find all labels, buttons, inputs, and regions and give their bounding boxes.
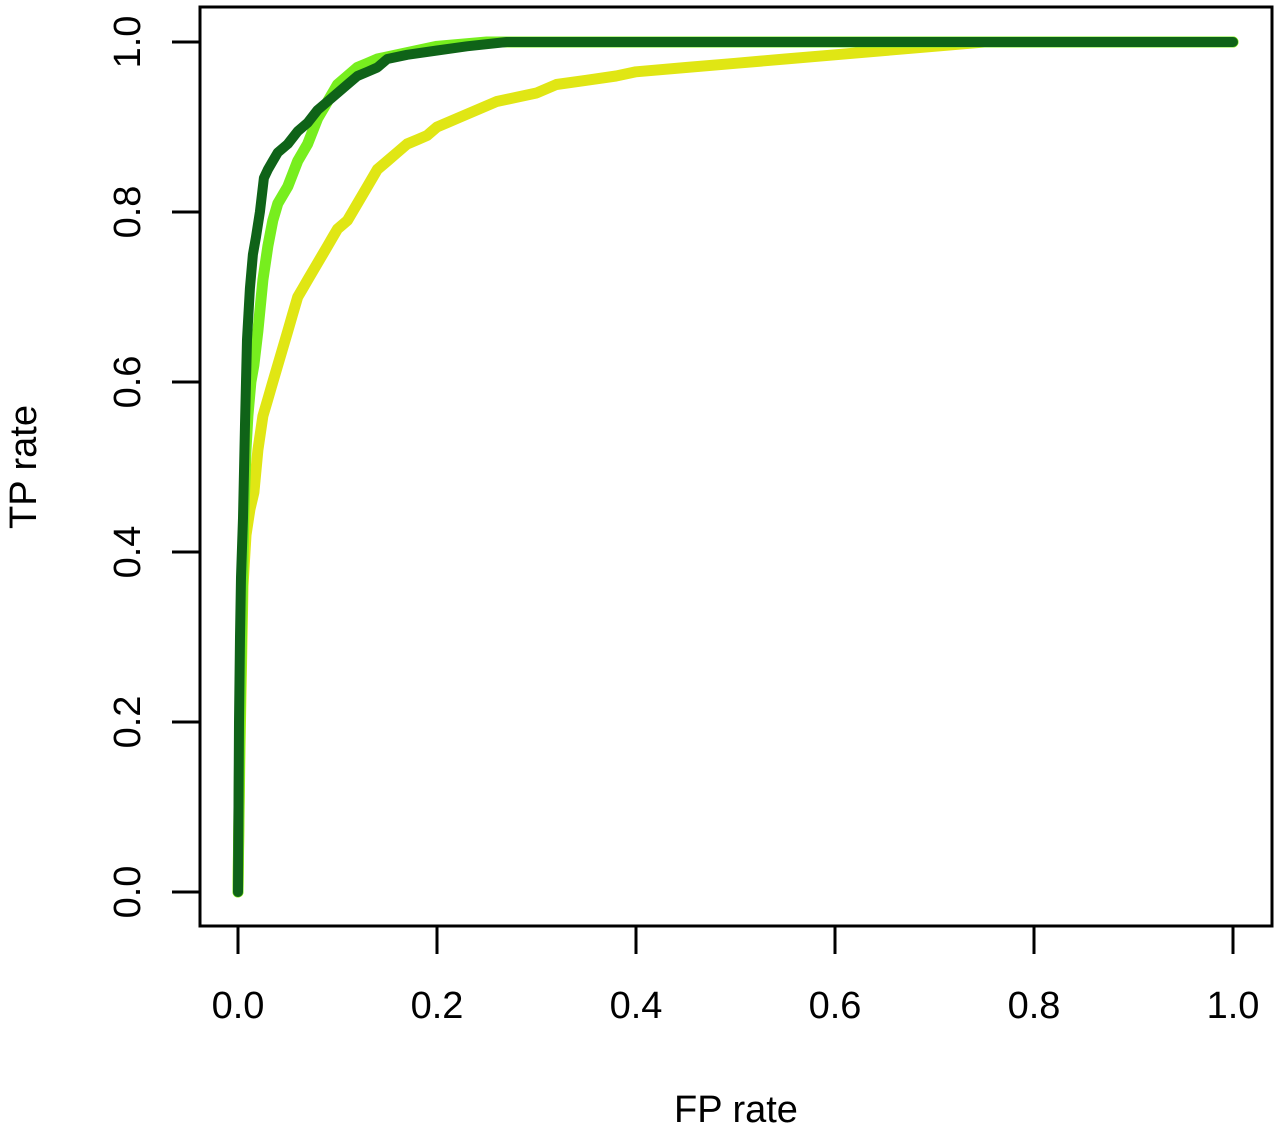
y-tick-label: 0.0 (107, 866, 149, 919)
y-axis-title: TP rate (3, 405, 45, 529)
x-tick-label: 0.6 (809, 985, 862, 1027)
y-tick-label: 0.2 (107, 696, 149, 749)
y-tick-label: 0.6 (107, 356, 149, 409)
x-tick-label: 0.8 (1008, 985, 1061, 1027)
y-tick-label: 0.8 (107, 186, 149, 239)
x-axis: 0.0 0.2 0.4 0.6 0.8 1.0 (212, 924, 1260, 1027)
y-tick-label: 1.0 (107, 16, 149, 69)
x-tick-label: 0.0 (212, 985, 265, 1027)
series-layer (232, 36, 1239, 898)
x-tick-label: 0.4 (610, 985, 663, 1027)
roc-line-series-2 (232, 36, 1239, 898)
roc-line-series-1 (232, 36, 1239, 898)
x-tick-label: 0.2 (411, 985, 464, 1027)
roc-line-series-3 (233, 37, 1238, 897)
x-tick-label: 1.0 (1207, 985, 1260, 1027)
y-tick-label: 0.4 (107, 526, 149, 579)
plot-frame (198, 5, 1274, 928)
x-axis-title: FP rate (674, 1089, 798, 1127)
y-axis: 0.0 0.2 0.4 0.6 0.8 1.0 (107, 16, 202, 919)
